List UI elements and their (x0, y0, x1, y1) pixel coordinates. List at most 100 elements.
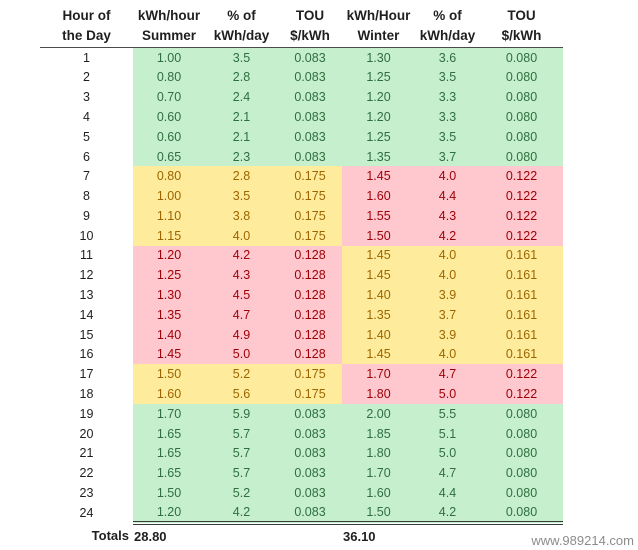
column-header-hour: Hour of the Day (40, 0, 133, 49)
cell-hour: 13 (40, 285, 133, 305)
cell-summer-tou: 0.175 (278, 206, 342, 226)
cell-winter-tou: 0.122 (480, 186, 563, 206)
cell-winter-tou: 0.122 (480, 206, 563, 226)
column-header-summer-tou: TOU $/kWh (278, 0, 342, 49)
cell-hour: 16 (40, 344, 133, 365)
cell-hour: 21 (40, 443, 133, 464)
cell-winter-pct: 4.0 (415, 265, 480, 286)
table-row-hour-17: 17 1.50 5.2 0.175 1.70 4.7 0.122 (40, 364, 563, 385)
cell-hour: 4 (40, 107, 133, 127)
cell-summer-tou: 0.175 (278, 364, 342, 385)
table-row-hour-2: 2 0.80 2.8 0.083 1.25 3.5 0.080 (40, 67, 563, 88)
cell-summer-kwh: 0.60 (133, 107, 205, 127)
cell-winter-tou: 0.080 (480, 502, 563, 523)
table-row-hour-13: 13 1.30 4.5 0.128 1.40 3.9 0.161 (40, 285, 563, 305)
cell-winter-pct: 4.7 (415, 463, 480, 484)
cell-winter-pct: 4.4 (415, 483, 480, 503)
column-header-winter-tou: TOU $/kWh (480, 0, 563, 49)
cell-winter-tou: 0.122 (480, 364, 563, 385)
table-row-hour-22: 22 1.65 5.7 0.083 1.70 4.7 0.080 (40, 463, 563, 484)
empty-cell (278, 520, 342, 549)
cell-summer-tou: 0.128 (278, 245, 342, 266)
cell-summer-kwh: 1.60 (133, 384, 205, 404)
cell-summer-kwh: 1.65 (133, 443, 205, 464)
cell-summer-pct: 5.2 (205, 483, 278, 503)
cell-winter-kwh: 1.40 (342, 324, 415, 345)
cell-winter-tou: 0.122 (480, 225, 563, 246)
cell-winter-pct: 4.0 (415, 245, 480, 266)
cell-winter-pct: 5.0 (415, 384, 480, 404)
table-row-hour-16: 16 1.45 5.0 0.128 1.45 4.0 0.161 (40, 344, 563, 365)
cell-winter-tou: 0.080 (480, 146, 563, 167)
cell-summer-kwh: 1.65 (133, 423, 205, 444)
cell-summer-tou: 0.083 (278, 423, 342, 444)
table-row-hour-19: 19 1.70 5.9 0.083 2.00 5.5 0.080 (40, 403, 563, 424)
cell-summer-tou: 0.083 (278, 146, 342, 167)
cell-summer-tou: 0.128 (278, 304, 342, 325)
cell-winter-kwh: 1.25 (342, 67, 415, 88)
cell-summer-pct: 4.5 (205, 285, 278, 305)
cell-summer-kwh: 1.65 (133, 463, 205, 484)
cell-winter-kwh: 1.80 (342, 384, 415, 404)
table-row-hour-9: 9 1.10 3.8 0.175 1.55 4.3 0.122 (40, 206, 563, 226)
summer-total-value: 28.80 (133, 520, 205, 549)
cell-summer-tou: 0.083 (278, 67, 342, 88)
cell-winter-tou: 0.080 (480, 67, 563, 88)
cell-winter-kwh: 1.45 (342, 245, 415, 266)
cell-hour: 2 (40, 67, 133, 88)
table-row-hour-15: 15 1.40 4.9 0.128 1.40 3.9 0.161 (40, 324, 563, 345)
totals-row: Totals 28.80 36.10 (40, 520, 563, 549)
cell-summer-pct: 2.1 (205, 126, 278, 147)
cell-summer-tou: 0.175 (278, 225, 342, 246)
table-row-hour-14: 14 1.35 4.7 0.128 1.35 3.7 0.161 (40, 304, 563, 325)
cell-summer-pct: 4.3 (205, 265, 278, 286)
table-row-hour-10: 10 1.15 4.0 0.175 1.50 4.2 0.122 (40, 225, 563, 246)
cell-winter-pct: 4.7 (415, 364, 480, 385)
cell-winter-tou: 0.161 (480, 285, 563, 305)
cell-summer-tou: 0.175 (278, 186, 342, 206)
winter-total-value: 36.10 (342, 520, 415, 549)
cell-hour: 14 (40, 304, 133, 325)
cell-summer-kwh: 1.40 (133, 324, 205, 345)
cell-summer-pct: 2.1 (205, 107, 278, 127)
cell-summer-pct: 5.7 (205, 423, 278, 444)
cell-hour: 3 (40, 87, 133, 108)
cell-hour: 20 (40, 423, 133, 444)
table-row-hour-11: 11 1.20 4.2 0.128 1.45 4.0 0.161 (40, 245, 563, 266)
cell-summer-pct: 5.7 (205, 463, 278, 484)
cell-summer-pct: 4.9 (205, 324, 278, 345)
cell-winter-kwh: 1.45 (342, 265, 415, 286)
empty-cell (205, 520, 278, 549)
cell-summer-tou: 0.128 (278, 285, 342, 305)
cell-winter-pct: 5.1 (415, 423, 480, 444)
cell-summer-kwh: 1.70 (133, 403, 205, 424)
cell-summer-kwh: 1.20 (133, 245, 205, 266)
watermark-url: www.989214.com (531, 533, 634, 548)
cell-summer-pct: 4.2 (205, 245, 278, 266)
cell-summer-tou: 0.128 (278, 324, 342, 345)
cell-winter-pct: 3.9 (415, 324, 480, 345)
tou-rate-table: Hour of the Day kWh/hour Summer% of kWh/day T… (40, 0, 563, 549)
cell-hour: 6 (40, 146, 133, 167)
cell-summer-kwh: 1.30 (133, 285, 205, 305)
cell-winter-kwh: 1.70 (342, 364, 415, 385)
cell-hour: 19 (40, 403, 133, 424)
cell-summer-kwh: 0.60 (133, 126, 205, 147)
cell-summer-kwh: 1.50 (133, 364, 205, 385)
table-header-row: Hour of the Day kWh/hour Summer% of kWh/day T… (40, 0, 563, 49)
cell-summer-kwh: 1.25 (133, 265, 205, 286)
cell-winter-kwh: 1.30 (342, 47, 415, 68)
cell-summer-tou: 0.128 (278, 344, 342, 365)
cell-winter-kwh: 1.70 (342, 463, 415, 484)
cell-winter-pct: 4.0 (415, 166, 480, 187)
cell-hour: 24 (40, 502, 133, 523)
cell-summer-pct: 5.7 (205, 443, 278, 464)
cell-winter-kwh: 1.60 (342, 186, 415, 206)
table-row-hour-4: 4 0.60 2.1 0.083 1.20 3.3 0.080 (40, 107, 563, 127)
cell-summer-kwh: 0.80 (133, 67, 205, 88)
cell-winter-tou: 0.080 (480, 423, 563, 444)
table-row-hour-6: 6 0.65 2.3 0.083 1.35 3.7 0.080 (40, 146, 563, 167)
cell-summer-pct: 3.8 (205, 206, 278, 226)
cell-winter-tou: 0.080 (480, 47, 563, 68)
